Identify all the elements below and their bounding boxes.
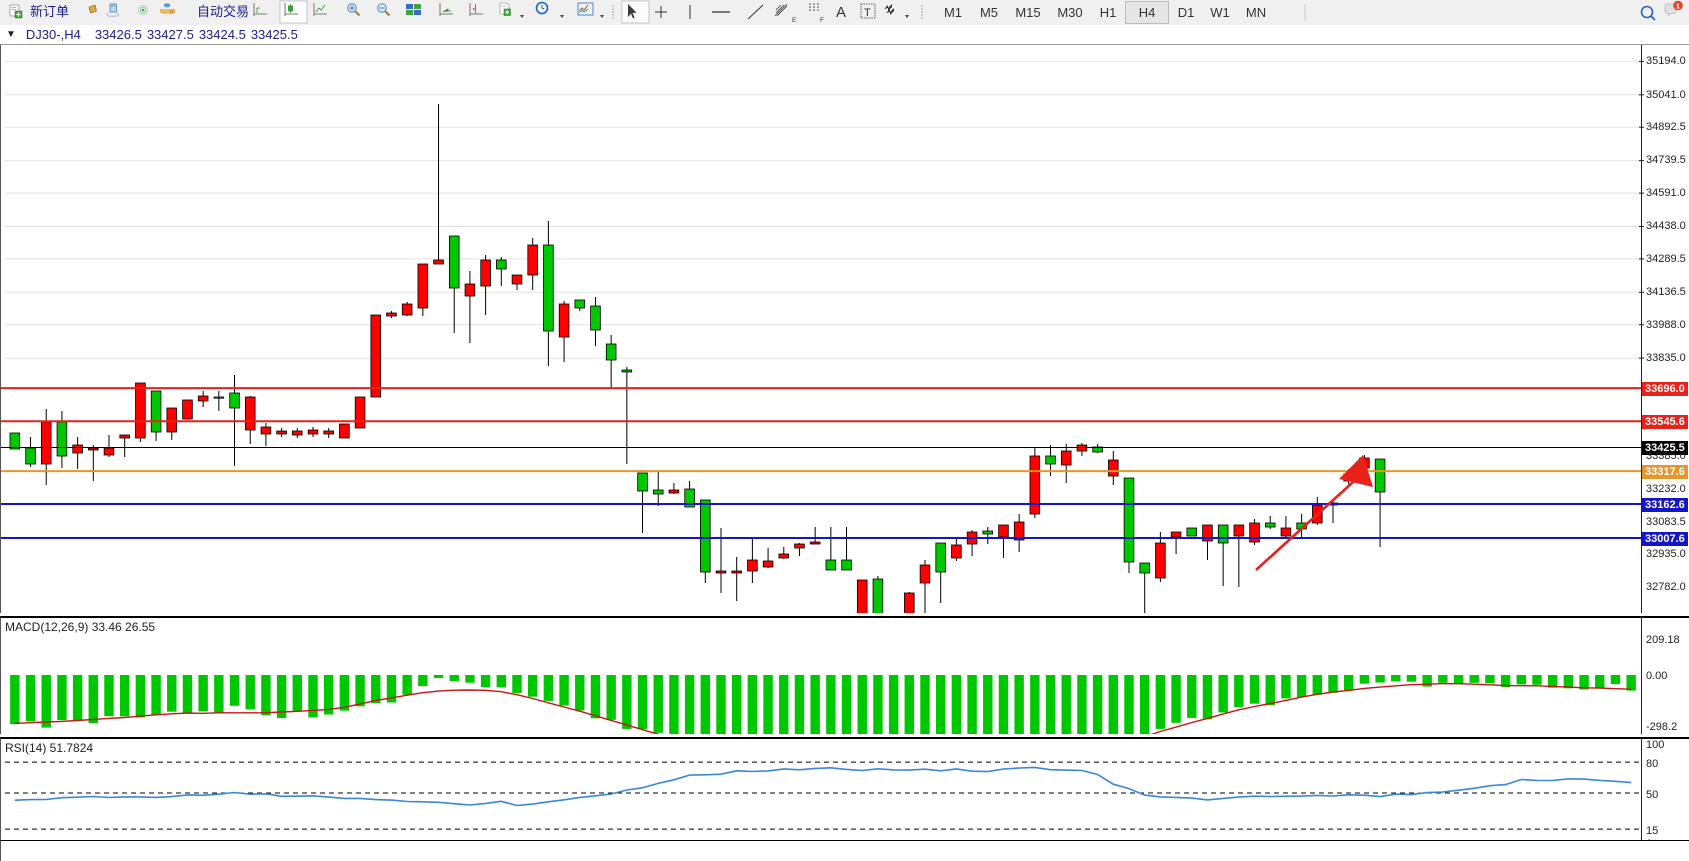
svg-text:1: 1: [1676, 4, 1680, 11]
